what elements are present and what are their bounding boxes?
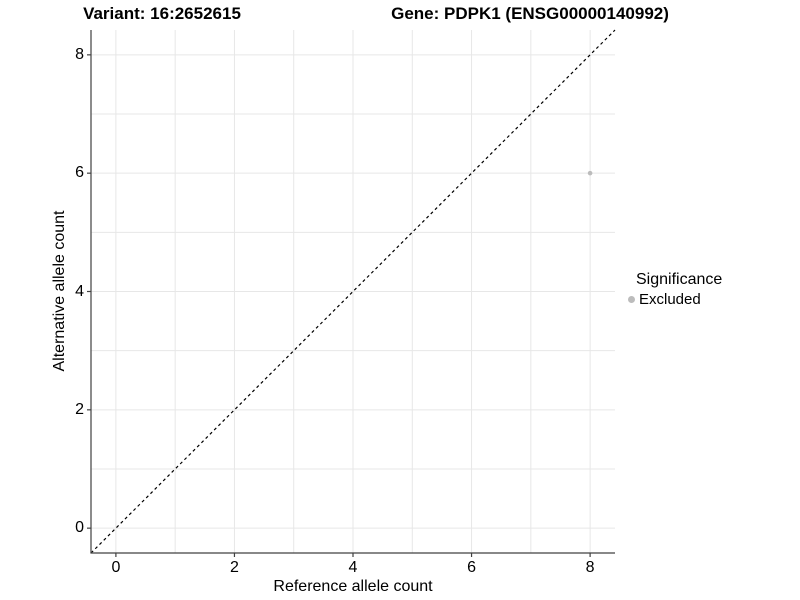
x-tick-label: 0 <box>111 559 121 576</box>
plot-title-variant: Variant: 16:2652615 <box>83 4 241 23</box>
x-tick-label: 6 <box>467 559 476 576</box>
legend-key-dot-icon <box>628 296 635 303</box>
x-axis-title: Reference allele count <box>273 578 433 595</box>
legend: Significance Excluded <box>628 271 723 308</box>
y-tick-label: 6 <box>75 164 84 182</box>
plot-title-gene: Gene: PDPK1 (ENSG00000140992) <box>391 4 669 23</box>
y-tick-label: 4 <box>75 282 84 300</box>
y-tick-label: 8 <box>75 45 84 63</box>
data-point <box>587 170 593 176</box>
legend-entry-label: Excluded <box>639 291 701 308</box>
y-tick-label: 2 <box>75 400 84 418</box>
x-tick-label: 4 <box>348 559 358 576</box>
y-tick-label: 0 <box>75 519 84 537</box>
x-tick-label: 8 <box>585 559 595 576</box>
x-tick-label: 2 <box>229 559 239 576</box>
legend-title: Significance <box>636 271 723 288</box>
legend-entry: Excluded <box>628 291 722 308</box>
